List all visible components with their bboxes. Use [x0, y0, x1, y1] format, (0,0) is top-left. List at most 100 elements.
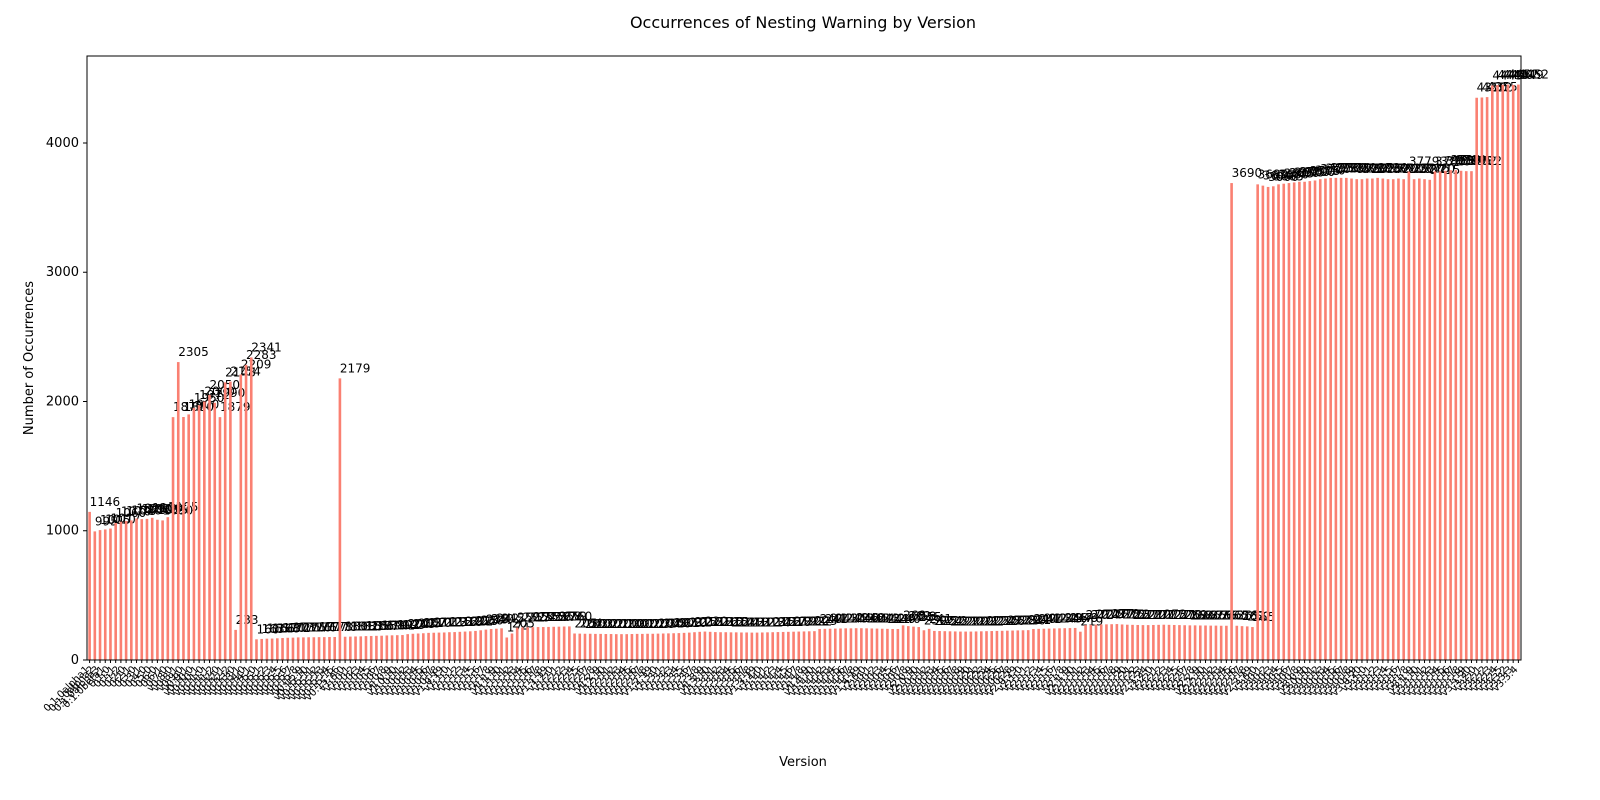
value-label: 210 — [429, 616, 452, 630]
value-label: 268 — [1195, 608, 1218, 622]
bar — [1000, 630, 1004, 660]
value-label: 201 — [632, 617, 655, 631]
value-label: 221 — [804, 614, 827, 628]
value-label: 4452 — [1518, 68, 1549, 82]
bar — [1277, 184, 1280, 660]
value-label: 170 — [283, 621, 306, 635]
value-label: 222 — [950, 614, 973, 628]
bar — [1334, 177, 1338, 660]
bar — [787, 631, 790, 660]
value-label: 240 — [1033, 612, 1056, 626]
value-label: 266 — [1211, 609, 1234, 623]
value-label: 204 — [658, 617, 681, 631]
bar — [135, 518, 138, 660]
bar — [1287, 183, 1291, 660]
bar — [677, 633, 681, 660]
bar — [1402, 179, 1405, 660]
bar — [1146, 625, 1150, 660]
value-label: 3685 — [1284, 167, 1315, 181]
value-label: 267 — [1206, 608, 1229, 622]
value-label: 212 — [689, 616, 712, 630]
bar — [1475, 97, 1478, 660]
value-label: 240 — [893, 612, 916, 626]
value-label: 207 — [423, 616, 446, 630]
value-label: 213 — [747, 615, 770, 629]
bar — [813, 631, 816, 660]
bar — [218, 417, 222, 660]
value-label: 243 — [835, 612, 858, 626]
bar — [833, 628, 837, 660]
bar — [150, 517, 154, 660]
bar — [359, 636, 363, 660]
bar — [724, 632, 728, 660]
bar — [1089, 624, 1093, 660]
value-label: 3715 — [1430, 163, 1461, 177]
value-label: 220 — [960, 615, 983, 629]
bar — [1438, 171, 1442, 660]
bar — [1178, 625, 1181, 660]
bar — [781, 631, 785, 660]
bar — [364, 636, 368, 660]
value-label: 240 — [898, 612, 921, 626]
value-label: 258 — [914, 610, 937, 624]
value-label: 255 — [543, 610, 566, 624]
bar — [995, 630, 999, 660]
value-label: 168 — [277, 621, 300, 635]
bar — [395, 635, 399, 660]
value-label: 3730 — [1341, 161, 1372, 175]
bar — [505, 637, 509, 660]
bar — [203, 401, 206, 660]
bar — [568, 626, 571, 660]
value-label: 3730 — [1346, 161, 1377, 175]
bar — [1365, 178, 1369, 661]
bar — [620, 634, 623, 660]
value-label: 262 — [908, 609, 931, 623]
bar — [1037, 628, 1040, 660]
bar — [432, 632, 436, 660]
bar — [249, 357, 253, 660]
bar — [510, 633, 514, 660]
bar — [1454, 170, 1458, 660]
value-label: 3720 — [1425, 162, 1456, 176]
value-label: 241 — [887, 612, 910, 626]
value-label: 3720 — [1404, 162, 1435, 176]
bar — [1105, 624, 1108, 660]
bar — [130, 520, 133, 660]
value-label: 4448 — [1498, 68, 1529, 82]
value-label: 203 — [413, 617, 436, 631]
bar — [1444, 170, 1447, 661]
value-label: 257 — [554, 610, 577, 624]
bar — [604, 634, 608, 660]
bar — [349, 636, 352, 660]
bar — [1204, 625, 1207, 660]
bar — [1298, 181, 1301, 661]
bar — [526, 627, 529, 660]
value-label: 262 — [1242, 609, 1265, 623]
value-label: 3725 — [1398, 162, 1429, 176]
value-label: 3700 — [1305, 165, 1336, 179]
value-label: 246 — [861, 611, 884, 625]
bar — [588, 633, 592, 660]
value-label: 270 — [1179, 608, 1202, 622]
value-label: 268 — [903, 608, 926, 622]
bar — [912, 626, 915, 660]
value-label: 248 — [1075, 611, 1098, 625]
bar — [1245, 626, 1249, 660]
value-label: 183 — [361, 619, 384, 633]
value-label: 216 — [778, 615, 801, 629]
value-label: 205 — [663, 617, 686, 631]
value-label: 230 — [924, 613, 947, 627]
bar — [766, 632, 769, 660]
value-label: 3665 — [1273, 169, 1304, 183]
bar — [354, 636, 357, 660]
bar — [1073, 627, 1077, 660]
value-label: 166 — [272, 622, 295, 636]
bar — [755, 632, 759, 660]
bar — [140, 519, 144, 660]
bar — [1423, 179, 1426, 660]
bar — [771, 632, 775, 660]
bar — [1167, 624, 1171, 660]
bar — [860, 628, 863, 660]
bar — [943, 631, 947, 660]
bar — [119, 521, 123, 660]
